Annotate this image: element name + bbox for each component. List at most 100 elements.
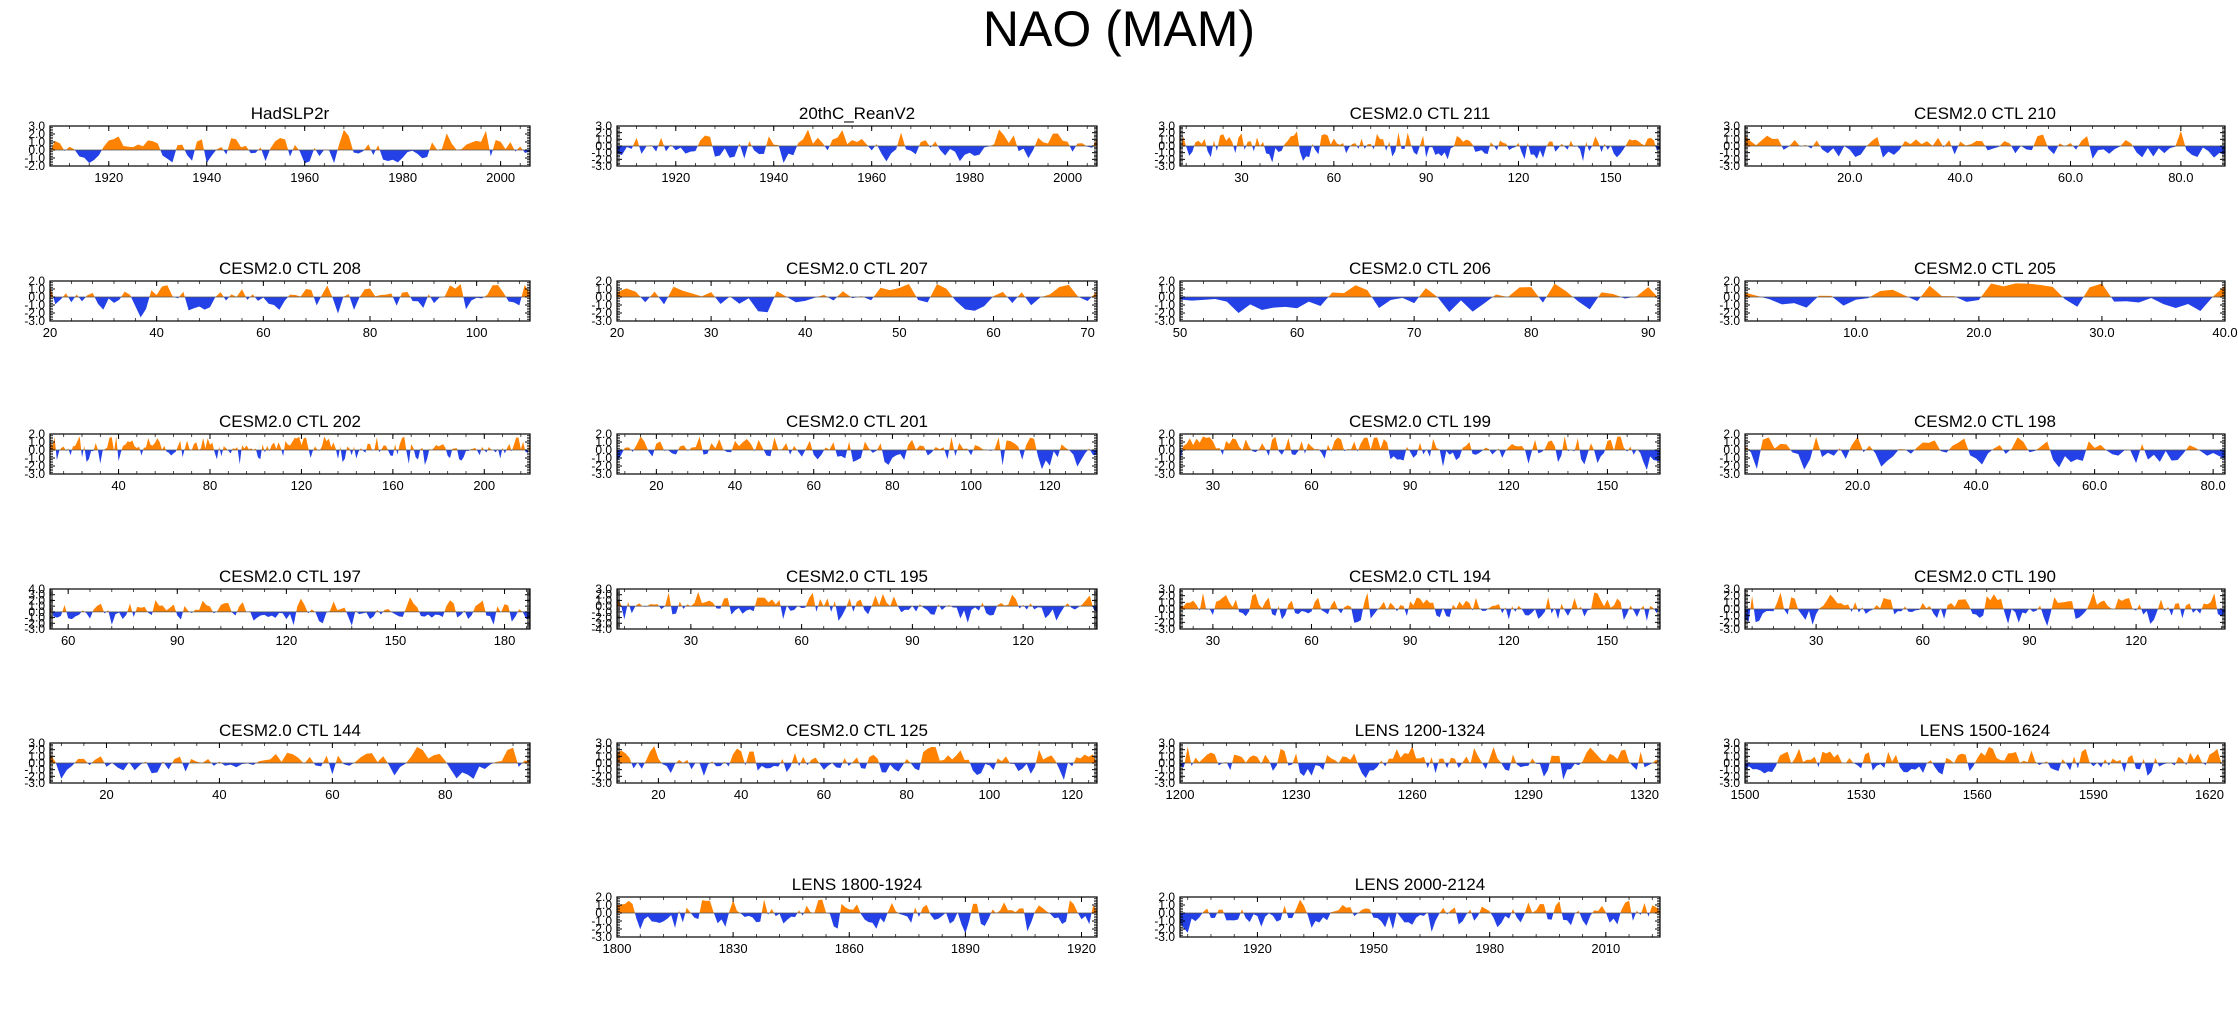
y-tick-label: 3.0: [595, 119, 612, 133]
y-tick-label: -4.0: [591, 622, 612, 636]
y-tick-label: 2.0: [1723, 126, 1740, 140]
y-tick-label: -1.0: [1719, 609, 1740, 623]
y-tick-label: 1.0: [28, 749, 45, 763]
y-tick-label: -2.0: [24, 459, 45, 473]
y-tick-label: -2.0: [1154, 459, 1175, 473]
nao-panel: 20thC_ReanV2 -3.0-2.0-1.00.01.02.03.0 1920…: [591, 104, 1098, 185]
y-tick-label: 0.0: [595, 443, 612, 457]
x-tick-label: 60: [256, 325, 270, 340]
negative-anomaly-fill: [640, 297, 1092, 313]
panel-title: LENS 1500-1624: [1920, 721, 2050, 740]
y-tick-label: 1.0: [1723, 435, 1740, 449]
nao-panel: CESM2.0 CTL 205 -3.0-2.0-1.00.01.02.0 10.0…: [1719, 259, 2237, 340]
negative-anomaly-fill: [617, 146, 1094, 163]
y-tick-label: -2.0: [1154, 306, 1175, 320]
y-tick-label: 3.0: [1723, 736, 1740, 750]
y-tick-label: 0.0: [1158, 139, 1175, 153]
x-tick-label: 70: [1407, 325, 1421, 340]
nao-panel: CESM2.0 CTL 198 -3.0-2.0-1.00.01.02.0 20.0…: [1719, 412, 2226, 493]
y-tick-label: -2.0: [591, 922, 612, 936]
y-tick-label: 2.0: [28, 743, 45, 757]
x-tick-label: 60: [806, 478, 820, 493]
plot-frame: [1744, 433, 2226, 475]
nao-panel: LENS 2000-2124 -3.0-2.0-1.00.01.02.0 1920 1…: [1154, 875, 1661, 956]
y-tick-label: -1.0: [1154, 298, 1175, 312]
positive-anomaly-fill: [632, 129, 1097, 146]
y-tick-label: -1.0: [1154, 914, 1175, 928]
y-tick-label: -1.0: [1719, 763, 1740, 777]
x-tick-label: 40: [798, 325, 812, 340]
y-tick-label: 1.0: [1158, 749, 1175, 763]
y-tick-label: 1.0: [28, 435, 45, 449]
x-tick-label: 20: [610, 325, 624, 340]
y-tick-label: 1.0: [595, 282, 612, 296]
negative-anomaly-fill: [55, 763, 523, 779]
x-tick-label: 80: [363, 325, 377, 340]
y-tick-label: 3.0: [1158, 582, 1175, 596]
negative-anomaly-fill: [53, 297, 522, 318]
y-tick-label: -2.0: [591, 769, 612, 783]
y-tick-label: 1.0: [1158, 595, 1175, 609]
x-tick-label: 30: [684, 633, 698, 648]
x-tick-label: 1500: [1731, 787, 1760, 802]
y-tick-label: -3.0: [591, 159, 612, 173]
y-tick-label: -1.0: [1154, 609, 1175, 623]
y-tick-label: 1.0: [1723, 595, 1740, 609]
x-tick-label: 60: [794, 633, 808, 648]
panel-title: LENS 1800-1924: [792, 875, 922, 894]
y-tick-label: 0.0: [1723, 290, 1740, 304]
panel-title: CESM2.0 CTL 190: [1914, 567, 2056, 586]
nao-panel: CESM2.0 CTL 144 -3.0-2.0-1.00.01.02.03.0 2…: [24, 721, 531, 802]
y-tick-label: -3.0: [1154, 930, 1175, 944]
y-tick-label: -1.0: [591, 763, 612, 777]
y-tick-label: -1.0: [24, 763, 45, 777]
y-tick-label: 2.0: [1723, 589, 1740, 603]
y-tick-label: 2.0: [1158, 126, 1175, 140]
y-tick-label: 2.0: [1158, 890, 1175, 904]
x-tick-label: 20.0: [1845, 478, 1870, 493]
x-tick-label: 1530: [1847, 787, 1876, 802]
positive-anomaly-fill: [1180, 592, 1660, 609]
x-tick-label: 70: [1080, 325, 1094, 340]
plot-frame: [49, 588, 531, 630]
x-tick-label: 120: [1498, 478, 1520, 493]
x-tick-label: 40.0: [1948, 170, 1973, 185]
y-tick-label: -2.0: [1719, 306, 1740, 320]
x-tick-label: 30: [1206, 478, 1220, 493]
y-tick-label: -1.0: [24, 298, 45, 312]
y-tick-label: 1.0: [595, 593, 612, 607]
y-tick-label: 1.0: [1723, 132, 1740, 146]
x-tick-label: 40: [111, 478, 125, 493]
x-tick-label: 120: [1498, 633, 1520, 648]
y-tick-label: 1.0: [1158, 282, 1175, 296]
y-tick-label: 1.0: [1723, 282, 1740, 296]
nao-panel: CESM2.0 CTL 199 -3.0-2.0-1.00.01.02.0 30 60…: [1154, 412, 1661, 493]
y-tick-label: 3.0: [1158, 736, 1175, 750]
panel-title: CESM2.0 CTL 202: [219, 412, 361, 431]
y-tick-label: -2.0: [591, 459, 612, 473]
x-tick-label: 1940: [759, 170, 788, 185]
y-tick-label: 0.0: [28, 443, 45, 457]
negative-anomaly-fill: [1180, 146, 1660, 163]
y-tick-label: 2.0: [28, 274, 45, 288]
negative-anomaly-fill: [51, 611, 531, 626]
y-tick-label: 0.0: [1158, 602, 1175, 616]
y-tick-label: -2.0: [591, 611, 612, 625]
plot-frame: [1179, 280, 1661, 322]
y-tick-label: -2.0: [1154, 922, 1175, 936]
y-tick-label: 2.0: [595, 890, 612, 904]
x-tick-label: 20: [651, 787, 665, 802]
x-tick-label: 160: [382, 478, 404, 493]
plot-frame: [49, 125, 531, 167]
x-tick-label: 40: [728, 478, 742, 493]
y-tick-label: -3.0: [24, 776, 45, 790]
x-tick-label: 1920: [1243, 941, 1272, 956]
y-tick-label: 0.0: [595, 906, 612, 920]
x-tick-label: 90: [1641, 325, 1655, 340]
y-tick-label: 1.0: [595, 749, 612, 763]
x-tick-label: 60: [817, 787, 831, 802]
x-tick-label: 40.0: [2212, 325, 2237, 340]
x-tick-label: 20: [43, 325, 57, 340]
y-tick-label: -2.0: [1719, 152, 1740, 166]
nao-panel: CESM2.0 CTL 125 -3.0-2.0-1.00.01.02.03.0 2…: [591, 721, 1098, 802]
